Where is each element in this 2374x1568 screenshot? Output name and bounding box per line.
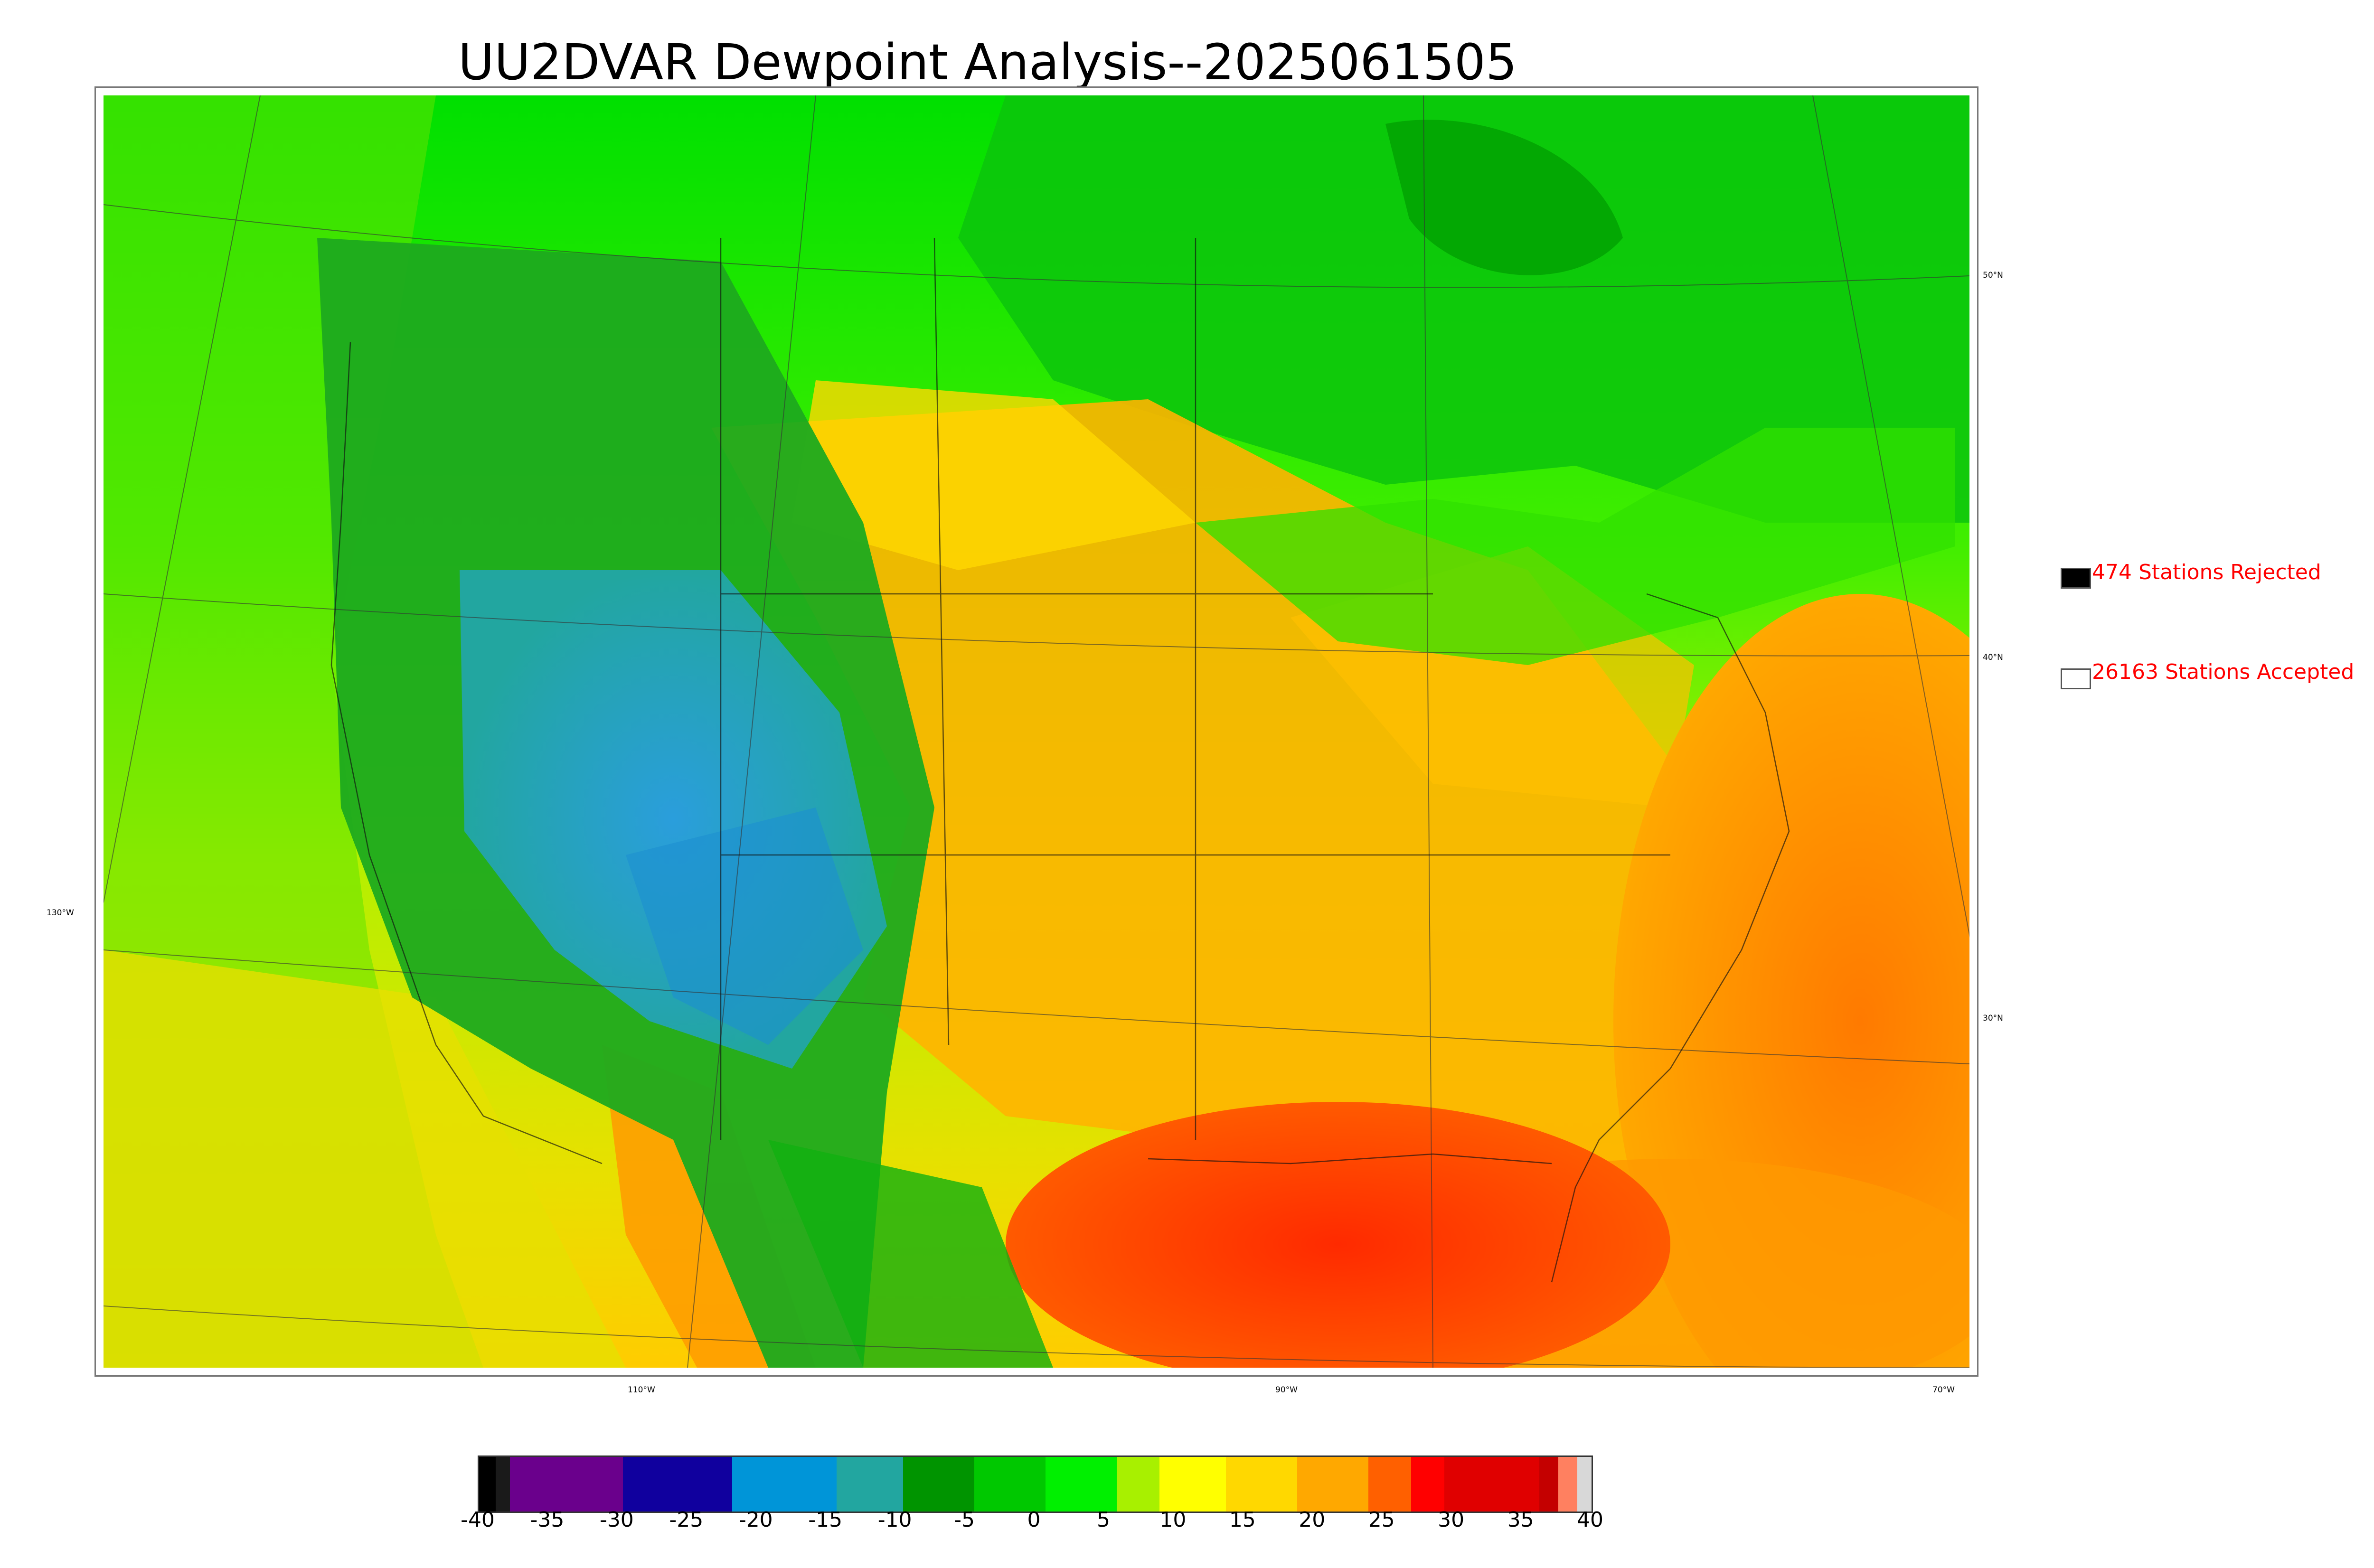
colorbar-bands [479, 1457, 1592, 1512]
colorbar-tick: 5 [1096, 1508, 1110, 1532]
colorbar-tick: -35 [530, 1508, 565, 1532]
colorbar-tick: 15 [1229, 1508, 1256, 1532]
colorbar-tick: -25 [669, 1508, 704, 1532]
colorbar-tick: -40 [461, 1508, 495, 1532]
colorbar-tick: 30 [1438, 1508, 1465, 1532]
lat-label-50n: 50°N [1983, 271, 2003, 280]
colorbar-tick: -30 [599, 1508, 634, 1532]
lon-label-110w: 110°W [628, 1385, 655, 1395]
lon-label-90w: 90°W [1275, 1385, 1298, 1395]
page-title: UU2DVAR Dewpoint Analysis--2025061505 [458, 33, 1517, 91]
colorbar-tick: 10 [1159, 1508, 1187, 1532]
colorbar-tick: -20 [738, 1508, 773, 1532]
colorbar-tick: -5 [954, 1508, 975, 1532]
colorbar-tick: -10 [877, 1508, 912, 1532]
lon-label-130w: 130°W [47, 908, 74, 918]
colorbar-tick: -15 [808, 1508, 843, 1532]
colorbar-tick: 25 [1368, 1508, 1395, 1532]
rejected-swatch [2061, 568, 2091, 589]
accepted-swatch [2061, 668, 2091, 689]
colorbar-tick-labels: -40 -35 -30 -25 -20 -15 -10 -5 0 5 10 15 20 25 30 35 40 [461, 1508, 1603, 1536]
lat-label-30n: 30°N [1983, 1014, 2003, 1023]
accepted-label: 26163 Stations Accepted [2092, 660, 2355, 684]
colorbar [478, 1455, 1593, 1513]
colorbar-tick: 40 [1577, 1508, 1603, 1532]
dewpoint-field [104, 95, 1969, 1368]
lat-label-40n: 40°N [1983, 653, 2003, 662]
rejected-label: 474 Stations Rejected [2092, 560, 2321, 584]
colorbar-tick: 20 [1299, 1508, 1326, 1532]
colorbar-tick: 0 [1027, 1508, 1041, 1532]
lon-label-70w: 70°W [1932, 1385, 1955, 1395]
dewpoint-map: 50°N 40°N 30°N [94, 86, 2003, 1377]
colorbar-tick: 35 [1507, 1508, 1534, 1532]
